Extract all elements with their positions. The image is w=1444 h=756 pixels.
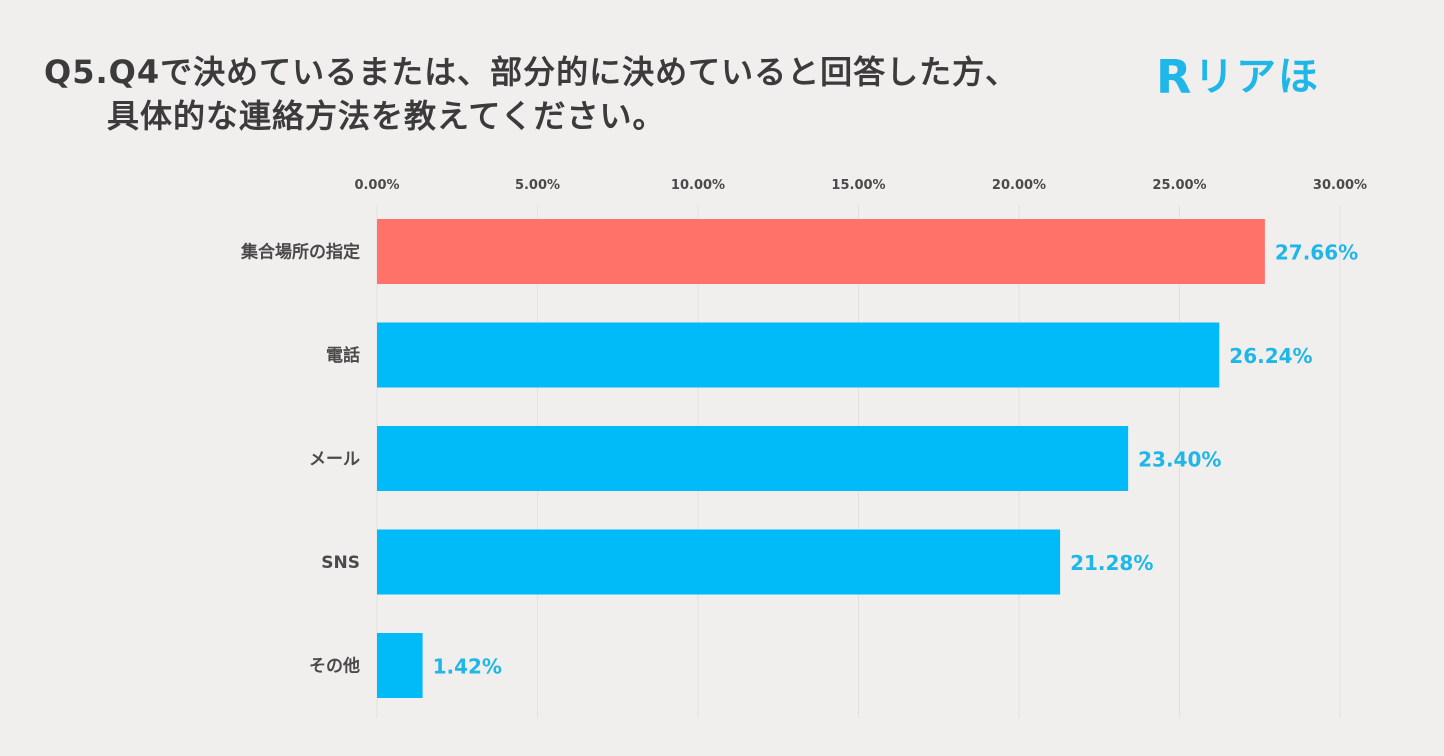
x-tick-label: 0.00% bbox=[354, 178, 399, 193]
logo-text: リアほ bbox=[1194, 54, 1320, 100]
x-tick-label: 25.00% bbox=[1152, 178, 1206, 193]
bar bbox=[377, 426, 1129, 491]
value-label: 26.24% bbox=[1229, 344, 1312, 368]
x-tick-label: 30.00% bbox=[1313, 178, 1367, 193]
value-label: 23.40% bbox=[1138, 448, 1221, 472]
category-label: 集合場所の指定 bbox=[240, 242, 360, 263]
value-label: 1.42% bbox=[433, 655, 502, 679]
brand-logo: R リアほ bbox=[1156, 54, 1320, 100]
chart-title-line1: Q5.Q4で決めているまたは、部分的に決めていると回答した方、 bbox=[44, 53, 1019, 91]
category-label: SNS bbox=[321, 553, 360, 573]
bar bbox=[377, 633, 423, 698]
value-label: 21.28% bbox=[1070, 551, 1153, 575]
x-tick-label: 10.00% bbox=[671, 178, 725, 193]
category-label: 電話 bbox=[326, 345, 360, 366]
chart-title-line2: 具体的な連絡方法を教えてください。 bbox=[107, 97, 666, 135]
value-label: 27.66% bbox=[1275, 241, 1358, 265]
category-label: その他 bbox=[309, 656, 360, 677]
bar bbox=[377, 529, 1061, 595]
bar bbox=[377, 219, 1265, 284]
chart-title: Q5.Q4で決めているまたは、部分的に決めていると回答した方、 具体的な連絡方法… bbox=[44, 50, 1018, 138]
logo-mark-icon: R bbox=[1156, 50, 1192, 104]
x-tick-label: 15.00% bbox=[831, 178, 885, 193]
category-label: メール bbox=[309, 450, 360, 470]
x-tick-label: 5.00% bbox=[515, 178, 560, 193]
bar bbox=[377, 322, 1220, 388]
x-tick-label: 20.00% bbox=[992, 178, 1046, 193]
